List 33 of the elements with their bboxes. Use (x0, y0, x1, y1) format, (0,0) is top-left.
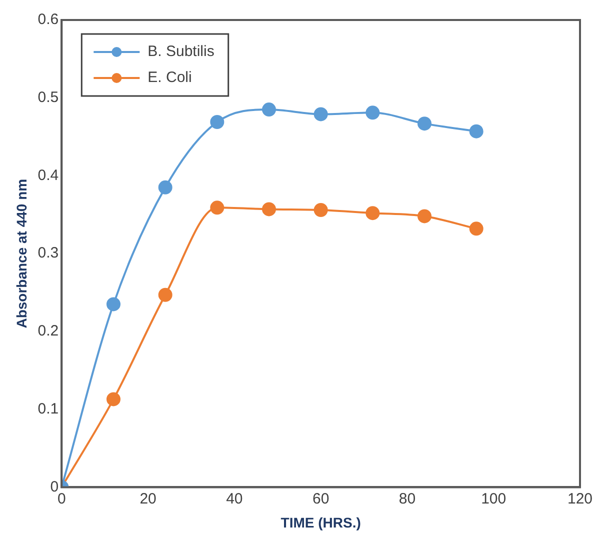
point (158, 180, 172, 194)
x-tick-label: 20 (140, 490, 156, 508)
y-tick-label: 0.3 (38, 244, 59, 262)
y-tick-label: 0.1 (38, 400, 59, 418)
x-tick-label: 120 (567, 490, 593, 508)
x-tick-label: 40 (226, 490, 243, 508)
point (262, 102, 276, 117)
legend-label: E. Coli (148, 69, 192, 86)
point (210, 115, 224, 130)
point (314, 202, 328, 217)
y-tick-label: 0.6 (38, 11, 59, 28)
x-axis-title: TIME (HRS.) (280, 514, 361, 530)
y-tick-label: 0.5 (38, 89, 59, 106)
y-tick-label: 0 (50, 478, 59, 496)
y-axis-title: Absorbance at 440 nm (13, 178, 30, 328)
point (314, 107, 328, 122)
point (158, 288, 172, 302)
legend-label: B. Subtilis (148, 43, 214, 60)
point (262, 202, 276, 216)
x-tick-label: 100 (481, 490, 506, 508)
point (417, 116, 432, 131)
x-tick-label: 80 (398, 490, 416, 508)
point (106, 297, 120, 312)
point (417, 209, 432, 224)
point (366, 106, 380, 120)
point (469, 124, 484, 138)
y-tick-label: 0.2 (38, 322, 59, 340)
point (106, 392, 120, 406)
point (469, 222, 484, 236)
point (366, 206, 380, 220)
point (210, 200, 224, 215)
x-tick-label: 60 (312, 490, 330, 508)
y-tick-label: 0.4 (38, 166, 59, 184)
